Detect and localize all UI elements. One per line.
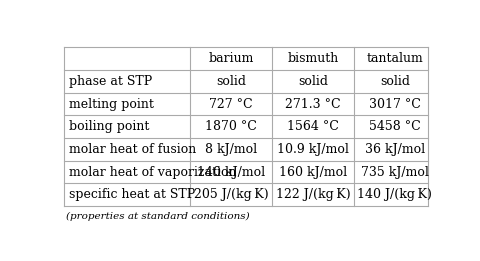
Text: 205 J/(kg K): 205 J/(kg K)	[194, 188, 268, 201]
Text: 735 kJ/mol: 735 kJ/mol	[361, 166, 429, 179]
Text: melting point: melting point	[69, 98, 154, 111]
Text: 727 °C: 727 °C	[209, 98, 253, 111]
Text: solid: solid	[380, 75, 410, 88]
Text: 8 kJ/mol: 8 kJ/mol	[205, 143, 257, 156]
Text: 1870 °C: 1870 °C	[205, 120, 257, 133]
Text: specific heat at STP: specific heat at STP	[69, 188, 195, 201]
Text: 1564 °C: 1564 °C	[287, 120, 339, 133]
Text: 36 kJ/mol: 36 kJ/mol	[365, 143, 425, 156]
Text: boiling point: boiling point	[69, 120, 150, 133]
Text: bismuth: bismuth	[288, 52, 338, 65]
Text: 10.9 kJ/mol: 10.9 kJ/mol	[277, 143, 349, 156]
Text: 5458 °C: 5458 °C	[369, 120, 420, 133]
Text: 3017 °C: 3017 °C	[369, 98, 421, 111]
Text: 140 kJ/mol: 140 kJ/mol	[197, 166, 265, 179]
Text: 271.3 °C: 271.3 °C	[285, 98, 341, 111]
Text: 140 J/(kg K): 140 J/(kg K)	[358, 188, 432, 201]
Text: tantalum: tantalum	[366, 52, 423, 65]
Text: molar heat of fusion: molar heat of fusion	[69, 143, 196, 156]
Text: phase at STP: phase at STP	[69, 75, 153, 88]
Text: molar heat of vaporization: molar heat of vaporization	[69, 166, 237, 179]
Text: (properties at standard conditions): (properties at standard conditions)	[66, 212, 249, 221]
Text: barium: barium	[208, 52, 254, 65]
Text: solid: solid	[298, 75, 328, 88]
Text: solid: solid	[216, 75, 246, 88]
Text: 160 kJ/mol: 160 kJ/mol	[279, 166, 347, 179]
Text: 122 J/(kg K): 122 J/(kg K)	[276, 188, 350, 201]
